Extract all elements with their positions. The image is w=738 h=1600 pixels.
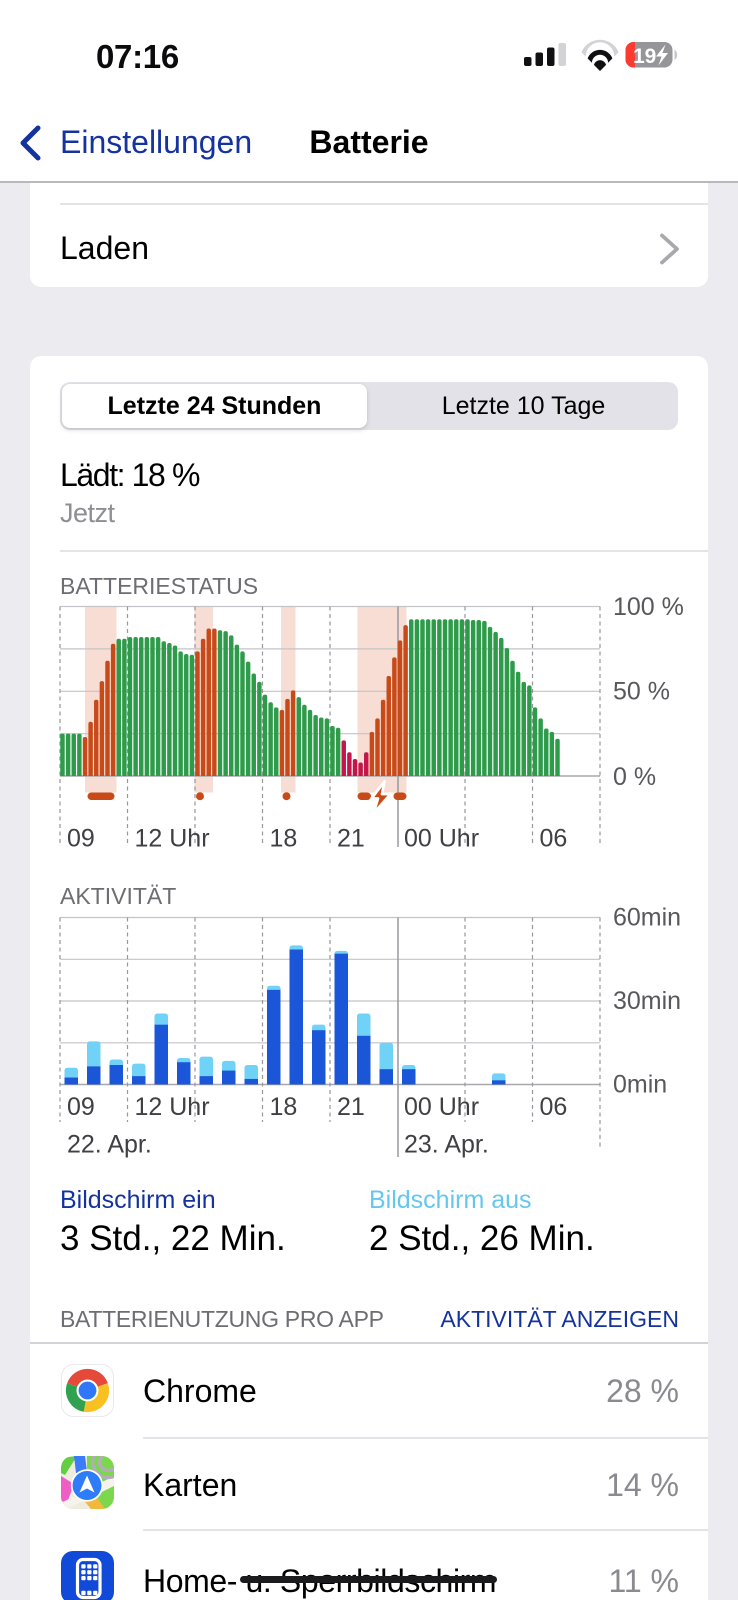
svg-text:50 %: 50 % bbox=[613, 678, 670, 706]
svg-text:100 %: 100 % bbox=[613, 593, 684, 621]
svg-text:0 %: 0 % bbox=[613, 763, 656, 791]
svg-text:23. Apr.: 23. Apr. bbox=[404, 1131, 489, 1159]
svg-text:30min: 30min bbox=[613, 987, 681, 1015]
svg-text:21: 21 bbox=[337, 825, 365, 853]
svg-text:22. Apr.: 22. Apr. bbox=[67, 1131, 152, 1159]
svg-text:00 Uhr: 00 Uhr bbox=[404, 1093, 479, 1121]
svg-text:0min: 0min bbox=[613, 1071, 667, 1099]
svg-text:12 Uhr: 12 Uhr bbox=[135, 1093, 210, 1121]
svg-text:12 Uhr: 12 Uhr bbox=[135, 825, 210, 853]
svg-text:09: 09 bbox=[67, 825, 95, 853]
svg-text:60min: 60min bbox=[613, 904, 681, 932]
svg-text:09: 09 bbox=[67, 1093, 95, 1121]
svg-text:19: 19 bbox=[633, 45, 656, 68]
svg-text:06: 06 bbox=[540, 825, 568, 853]
svg-text:21: 21 bbox=[337, 1093, 365, 1121]
svg-text:00 Uhr: 00 Uhr bbox=[404, 825, 479, 853]
svg-text:18: 18 bbox=[270, 1093, 298, 1121]
svg-text:06: 06 bbox=[540, 1093, 568, 1121]
svg-text:18: 18 bbox=[270, 825, 298, 853]
